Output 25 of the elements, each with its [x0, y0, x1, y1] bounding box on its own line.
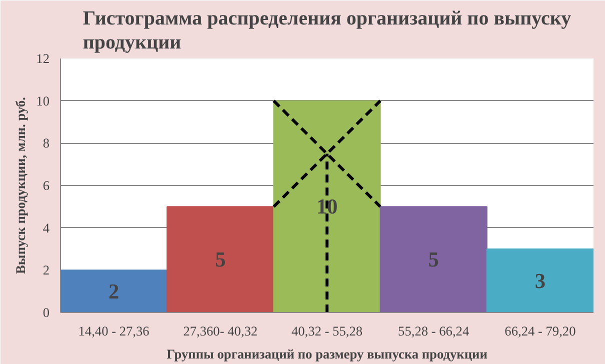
x-tick-label: 27,360- 40,32	[183, 324, 258, 338]
data-label: 5	[215, 248, 226, 272]
x-tick-label: 55,28 - 66,24	[398, 324, 470, 338]
x-tick-label: 40,32 - 55,28	[291, 324, 363, 338]
y-tick-label: 2	[42, 262, 50, 278]
data-label: 2	[108, 279, 120, 304]
bar	[380, 206, 488, 312]
y-tick-label: 4	[42, 220, 50, 236]
chart-title: Гистограмма распределения организаций по выпуску продукции	[82, 7, 572, 54]
bar	[166, 206, 274, 312]
data-label: 5	[428, 248, 439, 272]
x-axis-title: Группы организаций по размеру выпуска продукции	[166, 346, 488, 362]
y-tick-label: 0	[42, 305, 50, 320]
y-tick-label: 12	[36, 51, 50, 66]
y-axis-title: Выпуск продукции, млн. руб.	[13, 97, 28, 274]
data-label: 10	[316, 194, 338, 219]
bar	[60, 270, 168, 312]
data-label: 3	[534, 268, 546, 293]
x-tick-label: 14,40 - 27,36	[78, 324, 150, 338]
bar	[486, 248, 594, 312]
x-tick-label: 66,24 - 79,20	[504, 324, 576, 338]
bar	[273, 100, 381, 312]
y-tick-label: 10	[36, 93, 50, 108]
y-tick-label: 8	[42, 136, 50, 151]
y-tick-label: 6	[42, 178, 50, 193]
